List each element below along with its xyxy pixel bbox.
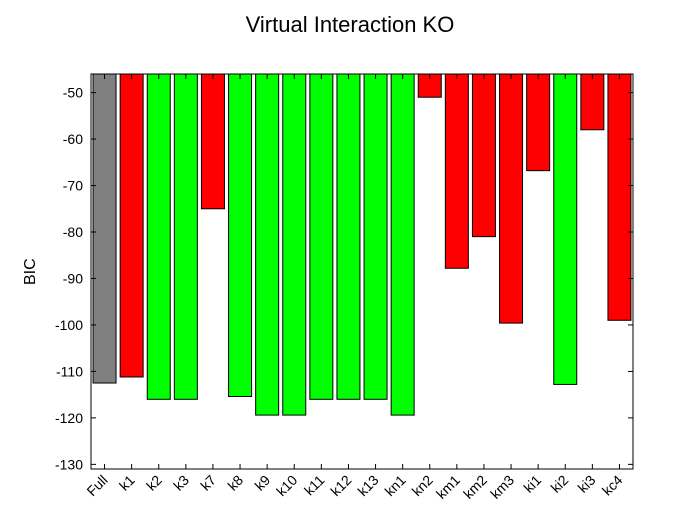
x-tick-label: km3 bbox=[487, 472, 517, 502]
chart-title: Virtual Interaction KO bbox=[245, 12, 455, 37]
x-tick-label: k2 bbox=[143, 472, 165, 494]
x-tick-label: k3 bbox=[170, 472, 192, 494]
x-tick-label: ki1 bbox=[520, 472, 544, 496]
bar-k2 bbox=[146, 73, 171, 400]
x-tick-label: k10 bbox=[273, 472, 300, 499]
x-tick-label: k7 bbox=[197, 472, 219, 494]
x-tick-label: kc4 bbox=[599, 472, 626, 499]
y-tick-label: -120 bbox=[55, 410, 83, 426]
x-tick-label: km2 bbox=[460, 472, 490, 502]
y-tick-label: -50 bbox=[63, 85, 83, 101]
x-tick-label: ki3 bbox=[574, 472, 598, 496]
y-tick-label: -70 bbox=[63, 178, 83, 194]
bar-ki3 bbox=[580, 73, 605, 131]
y-tick-label: -90 bbox=[63, 270, 83, 286]
x-tick-label: kn2 bbox=[409, 472, 436, 499]
bar-kc4 bbox=[607, 73, 632, 321]
bars-group bbox=[92, 73, 632, 416]
x-tick-label: ki2 bbox=[547, 472, 571, 496]
x-tick-label: k9 bbox=[251, 472, 273, 494]
bar-km1 bbox=[444, 73, 469, 269]
bar-k3 bbox=[173, 73, 198, 400]
bar-k11 bbox=[309, 73, 334, 400]
bar-k8 bbox=[228, 73, 253, 398]
bar-k12 bbox=[336, 73, 361, 400]
y-axis-ticks: -50 -60 -70 -80 -90 -100 -110 -120 -130 bbox=[55, 85, 633, 472]
x-tick-label: k13 bbox=[354, 472, 381, 499]
x-tick-label: k11 bbox=[301, 472, 328, 499]
x-tick-label: k8 bbox=[224, 472, 246, 494]
bar-k1 bbox=[119, 73, 144, 378]
bar-k13 bbox=[363, 73, 388, 400]
y-tick-label: -110 bbox=[56, 363, 83, 379]
bar-kn1 bbox=[390, 73, 415, 416]
x-tick-label: km1 bbox=[433, 472, 463, 502]
x-tick-label: k1 bbox=[116, 472, 138, 494]
y-tick-label: -130 bbox=[55, 456, 83, 472]
bar-k9 bbox=[255, 73, 280, 416]
bar-km3 bbox=[499, 73, 524, 324]
bar-ki1 bbox=[526, 73, 551, 172]
x-tick-label: Full bbox=[83, 472, 110, 499]
bar-ki2 bbox=[553, 73, 578, 385]
plot-frame bbox=[90, 73, 634, 470]
y-tick-label: -80 bbox=[63, 224, 83, 240]
bar-Full bbox=[92, 73, 117, 384]
bar-km2 bbox=[471, 73, 496, 238]
y-tick-label: -100 bbox=[55, 317, 83, 333]
y-tick-label: -60 bbox=[63, 131, 83, 147]
x-tick-label: k12 bbox=[327, 472, 354, 499]
bar-k7 bbox=[200, 73, 225, 210]
x-tick-label: kn1 bbox=[381, 472, 408, 499]
bar-k10 bbox=[282, 73, 307, 416]
